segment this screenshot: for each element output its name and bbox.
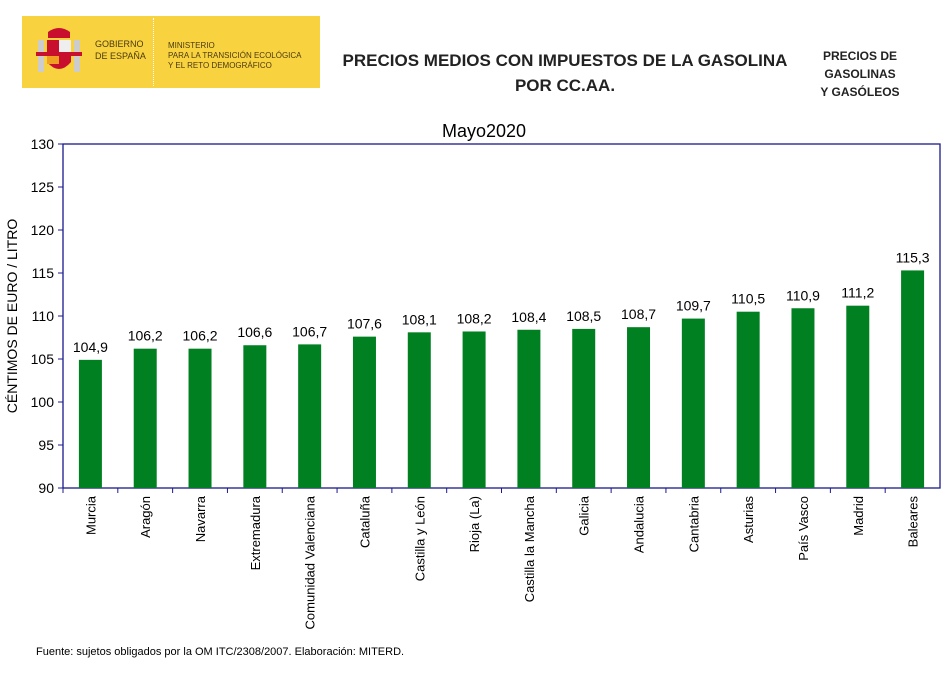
- x-tick-label: País Vasco: [796, 496, 811, 561]
- chart-title: Mayo2020: [442, 121, 526, 141]
- bar-cantabria: [681, 318, 705, 488]
- bar-galicia: [572, 328, 596, 488]
- bar-baleares: [901, 270, 925, 488]
- y-tick-label: 115: [32, 265, 55, 281]
- x-tick-label: Aragón: [138, 496, 153, 538]
- bar-comunidad-valenciana: [298, 344, 322, 488]
- y-tick-label: 110: [32, 308, 55, 324]
- source-note: Fuente: sujetos obligados por la OM ITC/…: [36, 646, 405, 658]
- ministry-label: MINISTERIO PARA LA TRANSICIÓN ECOLÓGICA Y …: [168, 41, 302, 70]
- y-axis-label: CÉNTIMOS DE EURO / LITRO: [4, 219, 20, 414]
- x-tick-label: Castilla la Mancha: [522, 495, 537, 602]
- bar-chart: Mayo2020 CÉNTIMOS DE EURO / LITRO 90 95 10…: [4, 121, 941, 629]
- bar-asturias: [736, 311, 760, 488]
- y-tick-label: 125: [31, 179, 55, 195]
- x-tick-label: Asturias: [741, 496, 756, 543]
- x-tick-label: Rioja (La): [467, 496, 482, 552]
- x-tick-label: Cataluña: [357, 495, 372, 548]
- data-label: 104,9: [73, 339, 108, 355]
- data-label: 111,2: [841, 285, 874, 301]
- bar-castilla-la-mancha: [517, 329, 541, 488]
- data-label: 106,2: [183, 328, 218, 344]
- x-tick-label: Extremadura: [248, 495, 263, 570]
- data-label: 106,6: [237, 324, 272, 340]
- data-label: 110,9: [786, 287, 820, 303]
- data-label: 108,7: [621, 306, 656, 322]
- x-tick-label: Madrid: [851, 496, 866, 536]
- y-tick-label: 95: [38, 437, 54, 453]
- bar-castilla-y-le-n: [407, 332, 431, 488]
- y-tick-label: 90: [38, 480, 54, 496]
- x-tick-label: Comunidad Valenciana: [303, 495, 318, 629]
- data-label: 108,5: [566, 308, 601, 324]
- x-tick-label: Galicia: [577, 495, 592, 536]
- x-tick-label: Murcia: [83, 495, 98, 535]
- bar-rioja-la-: [462, 331, 486, 488]
- data-label: 106,7: [292, 323, 327, 339]
- data-label: 108,1: [402, 311, 437, 327]
- data-label: 110,5: [731, 291, 765, 307]
- bar-extremadura: [243, 345, 267, 488]
- bar-navarra: [188, 348, 212, 488]
- bar-arag-n: [133, 348, 157, 488]
- data-label: 107,6: [347, 316, 382, 332]
- x-tick-label: Castilla y León: [412, 496, 427, 581]
- x-tick-label: Cantabria: [686, 495, 701, 552]
- section-label: PRECIOS DE GASOLINAS Y GASÓLEOS: [820, 49, 900, 99]
- bar-andalucia: [627, 327, 651, 488]
- page-title: PRECIOS MEDIOS CON IMPUESTOS DE LA GASOL…: [342, 51, 788, 95]
- government-label: GOBIERNO DE ESPAÑA: [95, 39, 146, 61]
- data-label: 108,2: [457, 310, 492, 326]
- data-label: 115,3: [896, 249, 930, 265]
- bar-catalu-a: [352, 336, 376, 488]
- x-tick-label: Navarra: [193, 495, 208, 542]
- bar-murcia: [78, 359, 102, 488]
- y-tick-label: 120: [31, 222, 55, 238]
- x-tick-label: Andalucia: [632, 495, 647, 553]
- y-tick-label: 100: [31, 394, 55, 410]
- coat-of-arms-icon: [36, 28, 82, 72]
- data-label: 106,2: [128, 328, 163, 344]
- y-tick-label: 130: [31, 136, 55, 152]
- government-logo-banner: GOBIERNO DE ESPAÑA MINISTERIO PARA LA TRAN…: [22, 16, 320, 88]
- bar-pa-s-vasco: [791, 308, 815, 488]
- bar-madrid: [846, 305, 870, 488]
- data-label: 108,4: [511, 309, 546, 325]
- data-label: 109,7: [676, 298, 711, 314]
- y-tick-label: 105: [31, 351, 55, 367]
- x-tick-label: Baleares: [906, 496, 921, 548]
